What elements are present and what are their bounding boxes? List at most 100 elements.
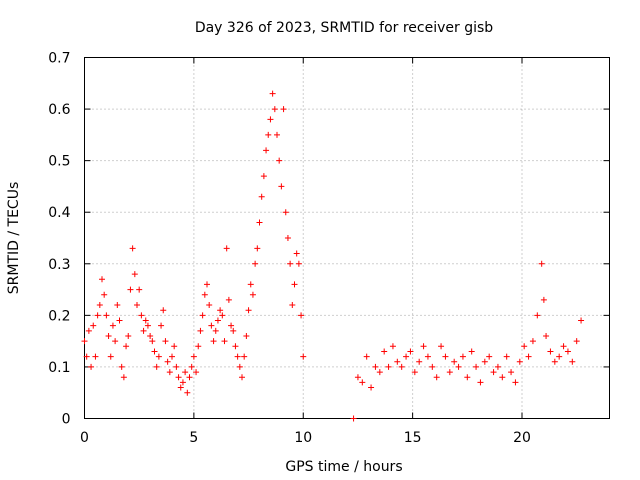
y-tick-label: 0.6: [48, 102, 70, 118]
data-point: [573, 338, 580, 345]
data-point: [129, 245, 136, 252]
data-point: [372, 363, 379, 370]
y-tick-label: 0.4: [48, 205, 70, 221]
data-point: [101, 291, 108, 298]
data-point: [210, 338, 217, 345]
data-point: [144, 322, 151, 329]
data-point: [232, 343, 239, 350]
data-point: [293, 250, 300, 257]
data-point: [120, 374, 127, 381]
data-point: [446, 369, 453, 376]
data-point: [127, 286, 134, 293]
y-tick-label: 0.2: [48, 308, 70, 324]
data-point: [131, 271, 138, 278]
data-point: [142, 317, 149, 324]
data-point: [230, 327, 237, 334]
data-point: [287, 260, 294, 267]
data-point: [540, 296, 547, 303]
data-point: [464, 374, 471, 381]
data-point: [252, 260, 259, 267]
data-point: [186, 374, 193, 381]
data-point: [481, 358, 488, 365]
data-point: [199, 312, 206, 319]
x-tick-labels: 0 5 10 15 20: [80, 430, 531, 446]
data-point: [534, 312, 541, 319]
data-point: [190, 353, 197, 360]
y-tick-label: 0: [62, 412, 71, 428]
data-point: [269, 90, 276, 97]
data-point: [385, 363, 392, 370]
data-point: [516, 358, 523, 365]
data-point: [179, 379, 186, 386]
data-point: [99, 276, 105, 283]
data-point: [468, 348, 475, 355]
data-point: [451, 358, 458, 365]
data-point: [381, 348, 388, 355]
data-point: [560, 343, 567, 350]
data-point: [171, 343, 178, 350]
data-point: [112, 338, 119, 345]
data-point: [116, 317, 123, 324]
data-point: [177, 384, 184, 391]
data-point: [263, 147, 270, 154]
data-point: [433, 374, 440, 381]
x-tick-label: 0: [80, 430, 89, 446]
data-point: [473, 363, 480, 370]
data-point: [274, 131, 280, 138]
data-point: [81, 338, 88, 345]
data-point: [182, 369, 189, 376]
data-point: [245, 307, 252, 314]
data-point: [278, 183, 285, 190]
chart-title: Day 326 of 2023, SRMTID for receiver gis…: [195, 20, 493, 36]
data-point: [94, 312, 101, 319]
data-point: [398, 363, 405, 370]
data-point: [160, 307, 167, 314]
data-point: [188, 363, 195, 370]
data-point: [284, 235, 291, 241]
data-point: [267, 116, 274, 123]
data-point: [138, 312, 145, 319]
data-point: [477, 379, 484, 386]
data-point: [569, 358, 576, 365]
data-point: [219, 312, 226, 319]
data-point: [403, 353, 410, 360]
x-axis-label: GPS time / hours: [285, 459, 402, 475]
data-point: [512, 379, 519, 386]
data-point: [166, 369, 173, 376]
y-tick-label: 0.5: [48, 154, 70, 170]
data-point: [295, 260, 302, 267]
data-point: [105, 332, 112, 339]
data-point: [416, 358, 423, 365]
data-point: [243, 332, 250, 339]
data-point: [376, 369, 383, 376]
data-point: [228, 322, 235, 329]
data-point: [547, 348, 554, 355]
data-point: [429, 363, 436, 370]
x-tick-label: 5: [189, 430, 198, 446]
data-point: [107, 353, 114, 360]
data-point: [88, 363, 95, 370]
data-point: [494, 363, 501, 370]
data-points: [81, 90, 585, 422]
data-point: [140, 327, 147, 334]
data-point: [300, 353, 307, 360]
tick-marks: [84, 57, 610, 419]
data-point: [125, 332, 132, 339]
data-point: [411, 369, 418, 376]
data-point: [260, 173, 267, 180]
data-point: [459, 353, 466, 360]
data-point: [158, 322, 165, 329]
data-point: [543, 332, 550, 339]
data-point: [508, 369, 515, 376]
data-point: [350, 415, 357, 422]
data-point: [225, 296, 232, 303]
data-point: [389, 343, 396, 350]
x-tick-label: 15: [404, 430, 422, 446]
data-point: [521, 343, 528, 350]
data-point: [123, 343, 130, 350]
data-point: [155, 353, 162, 360]
data-point: [173, 363, 180, 370]
data-point: [551, 358, 558, 365]
data-point: [151, 348, 158, 355]
data-point: [83, 353, 90, 360]
